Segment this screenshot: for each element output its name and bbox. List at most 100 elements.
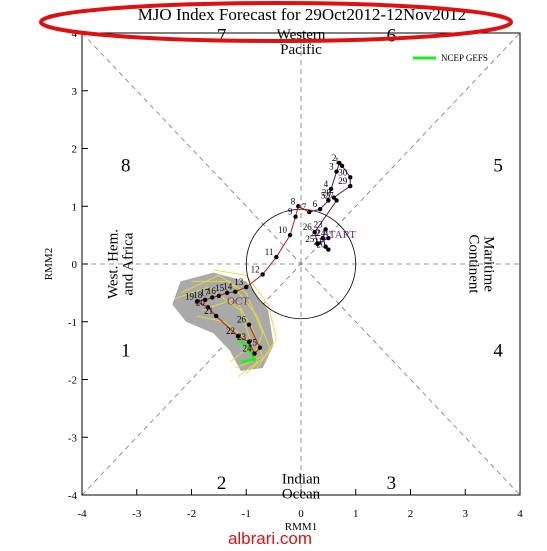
track-point (312, 230, 317, 235)
date-label: 6 (313, 199, 318, 209)
date-label: 27 (325, 190, 335, 200)
track-point (224, 290, 230, 296)
ensemble-mean-line (237, 337, 257, 364)
phase-label: 5 (493, 156, 503, 177)
y-tick-label: 2 (72, 144, 78, 156)
start-label: START (323, 229, 357, 241)
track-point (257, 345, 263, 350)
track-point (334, 198, 339, 203)
region-label: Indian Ocean (282, 471, 321, 502)
track-point (274, 254, 279, 260)
phase-label: 7 (217, 26, 227, 47)
date-label: 19 (185, 292, 195, 302)
y-tick-label: 4 (72, 28, 78, 40)
date-label: 26 (237, 315, 247, 325)
track-point (246, 322, 252, 327)
date-label: 21 (314, 237, 323, 247)
x-tick-label: -2 (187, 508, 196, 520)
y-tick-label: -3 (68, 432, 78, 444)
phase-diagonals (81, 32, 521, 496)
ensemble-member-line (191, 280, 272, 375)
date-label: 11 (265, 247, 274, 257)
track-point (202, 297, 208, 303)
region-label-line: Indian (282, 471, 321, 487)
plot-frame (81, 32, 521, 496)
date-label: 22 (226, 326, 235, 336)
x-tick-label: -4 (77, 508, 87, 520)
track-point (348, 183, 353, 189)
date-label: 10 (278, 225, 288, 235)
track-point (235, 333, 241, 339)
track-link-line (298, 205, 310, 213)
track-point (331, 195, 337, 200)
date-label: 26 (303, 222, 313, 232)
date-label: 1 (335, 156, 340, 166)
date-label: 17 (200, 287, 210, 297)
unit-circle-outline (245, 208, 357, 320)
forecast-label: OCT (227, 295, 249, 307)
region-label: MaritimeContinent (465, 234, 496, 294)
date-label: 14 (223, 282, 233, 292)
tracks: 2021222324252627282930123456789101112131… (185, 153, 356, 356)
region-label-line: Continent (465, 234, 481, 294)
track-point (315, 241, 320, 246)
date-label: 24 (316, 228, 326, 238)
phase-label: 1 (121, 340, 131, 361)
date-label: 2 (332, 153, 337, 163)
date-label: 28 (322, 188, 332, 198)
ensemble-member-line (174, 286, 253, 363)
y-tick-label: -4 (68, 490, 78, 502)
date-label: 21 (204, 306, 213, 316)
date-label: 20 (316, 240, 326, 250)
track-point (334, 169, 339, 174)
track-point (213, 313, 219, 319)
track-point (194, 299, 200, 304)
x-tick-label: 1 (353, 508, 359, 520)
date-label: 15 (215, 283, 225, 293)
x-tick-label: 2 (408, 508, 414, 520)
track-point (244, 284, 249, 290)
track-point (339, 163, 345, 169)
date-label: 12 (251, 264, 260, 274)
track-point (323, 244, 328, 249)
x-tick-label: 3 (463, 508, 469, 520)
y-tick-label: 1 (72, 201, 78, 213)
date-label: 16 (207, 286, 217, 296)
date-label: 4 (324, 179, 329, 189)
track-point (337, 160, 342, 166)
track-point (326, 247, 331, 252)
track-point (326, 198, 331, 203)
ensemble-member-line (196, 315, 258, 377)
track-point (317, 206, 323, 212)
region-label: Western Pacific (277, 27, 326, 58)
region-label-line: Ocean (282, 486, 321, 502)
phase-label: 2 (217, 473, 227, 494)
region-label-line: Maritime (480, 236, 496, 292)
region-label-line: and Africa (121, 232, 137, 295)
region-label: West. Hem.and Africa (106, 229, 137, 299)
ensemble-member-line (213, 269, 277, 369)
track-point (233, 289, 238, 294)
region-label-line: Pacific (280, 42, 322, 58)
x-tick-label: -1 (242, 508, 251, 520)
title-highlight-ellipse (39, 1, 513, 43)
date-label: 7 (302, 202, 307, 212)
x-axis-label: RMM1 (285, 521, 317, 533)
date-label: 20 (196, 297, 206, 307)
y-tick-label: -2 (68, 375, 77, 387)
track-point (326, 235, 331, 241)
date-label: 5 (321, 190, 326, 200)
region-label-line: West. Hem. (106, 229, 122, 299)
track-point (328, 186, 334, 192)
phase-label: 6 (387, 26, 397, 47)
date-label: 29 (338, 176, 348, 186)
date-label: 18 (193, 290, 203, 300)
x-tick-label: 0 (298, 508, 304, 520)
date-label: 25 (305, 234, 315, 244)
track-point (320, 235, 326, 241)
y-axis-label: RMM2 (43, 248, 55, 280)
date-label: 8 (291, 196, 296, 206)
track-point (216, 293, 222, 298)
